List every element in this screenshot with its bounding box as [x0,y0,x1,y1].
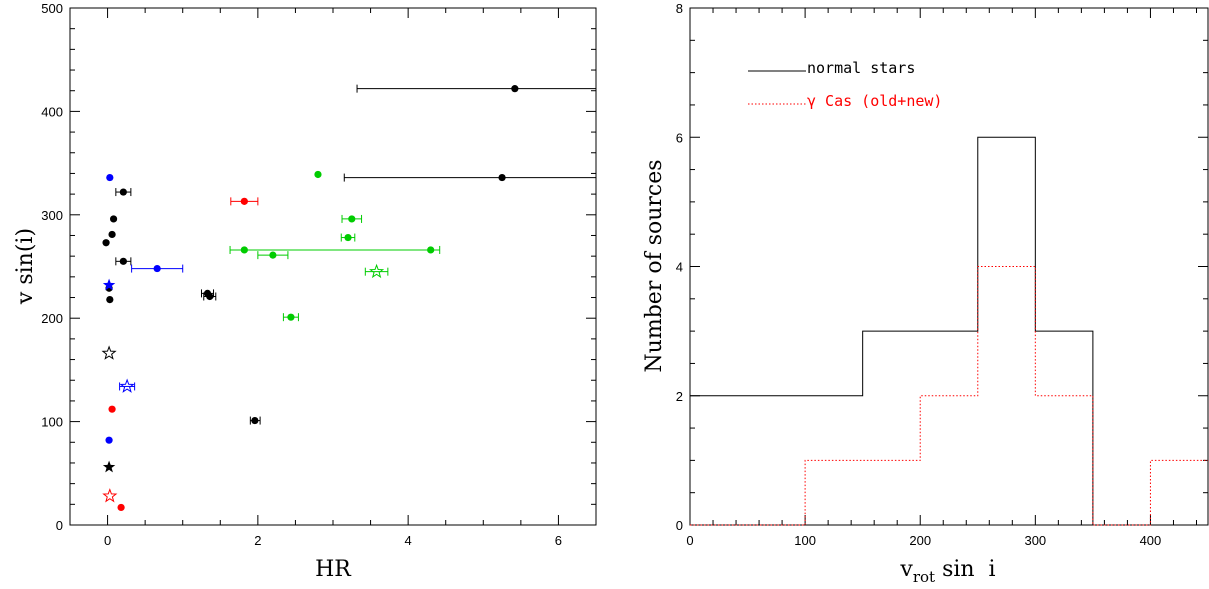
scatter-error-bars [115,84,596,425]
y-tick-label: 0 [56,518,63,533]
histogram-frame [689,7,1209,526]
data-point [105,436,113,444]
data-point [109,215,118,223]
data-point [269,251,277,259]
scatter-ticks [69,7,597,526]
histogram-y-axis-label: Number of sources [642,159,667,372]
x-tick-label: 100 [794,533,816,548]
data-point [240,197,248,205]
y-tick-label: 400 [41,104,63,119]
x-tick-label: 4 [405,533,412,548]
data-point-open-star [102,488,118,503]
histogram-legend: normal stars γ Cas (old+new) [748,59,942,110]
data-point-star [102,460,116,473]
y-tick-label: 2 [676,389,683,404]
y-tick-label: 200 [41,311,63,326]
data-point-open-star [119,378,135,393]
data-point [108,405,116,413]
y-tick-label: 300 [41,208,63,223]
legend-gamma-cas-label: γ Cas (old+new) [807,92,942,110]
data-point [498,173,506,182]
data-point [102,239,110,247]
y-tick-label: 100 [41,415,63,430]
scatter-y-axis-label: v sin(i) [13,228,38,305]
y-tick-label: 8 [676,1,683,16]
data-point [240,246,248,254]
data-point [153,264,161,273]
y-tick-label: 0 [676,518,683,533]
histogram-ticks [689,7,1208,526]
data-point [344,233,352,242]
data-point [119,257,127,265]
x-tick-label: 200 [909,533,931,548]
scatter-plot-frame [69,7,597,526]
data-point [314,170,322,179]
histogram-x-axis-label-subscript: rot [913,568,935,586]
x-tick-label: 400 [1140,533,1162,548]
data-point [511,85,519,93]
data-point [348,215,356,223]
histogram-x-axis-label-rest: sin i [935,557,996,582]
histogram-tick-labels: 0 100 200 300 400 0 2 4 6 8 [676,1,1162,548]
y-tick-label: 500 [41,1,63,16]
y-tick-label: 4 [676,260,683,275]
y-tick-label: 6 [676,130,683,145]
histogram-panel: 0 100 200 300 400 0 2 4 6 8 normal stars γ Cas (o… [642,1,1209,586]
histogram-series [690,136,1208,526]
scatter-points [101,85,519,512]
data-point [287,313,295,321]
histogram-x-axis-label-main: v [899,557,913,582]
data-point [119,188,127,196]
x-tick-label: 2 [254,533,261,548]
scatter-plot-panel: 0 2 4 6 0 100 200 300 400 500 HR v sin(i) [13,1,597,582]
data-point-star [102,278,116,291]
x-tick-label: 300 [1024,533,1046,548]
histogram-gamma-cas [690,266,1208,526]
legend-normal-stars-label: normal stars [807,59,915,77]
data-point [108,230,116,239]
x-tick-label: 0 [686,533,693,548]
data-point-open-star [369,263,385,279]
data-point [427,246,435,254]
histogram-normal-stars [690,136,1208,526]
data-point [106,295,114,304]
data-point-open-star [101,345,117,360]
x-tick-label: 0 [104,533,111,548]
data-point [251,416,259,425]
scatter-x-axis-label: HR [315,557,352,582]
x-tick-label: 6 [555,533,562,548]
data-point [206,292,214,301]
data-point [106,173,114,182]
data-point [117,503,125,512]
scatter-tick-labels: 0 2 4 6 0 100 200 300 400 500 [41,1,562,548]
histogram-x-axis-label: vrot sin i [899,557,995,586]
